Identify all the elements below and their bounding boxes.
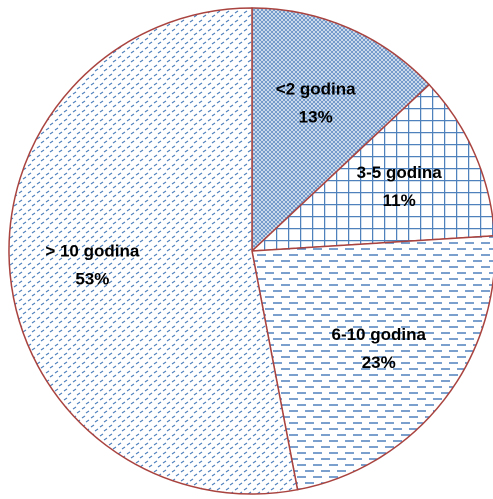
slice-label: 6-10 godina bbox=[331, 325, 426, 344]
value-label: 53% bbox=[75, 270, 109, 289]
pie-slice bbox=[249, 83, 493, 252]
slice-label: 3-5 godina bbox=[357, 163, 443, 182]
pie-slice bbox=[251, 235, 493, 491]
value-label: 23% bbox=[362, 353, 396, 372]
value-label: 11% bbox=[383, 191, 416, 210]
slice-label: > 10 godina bbox=[45, 242, 140, 261]
pie-slice bbox=[8, 7, 299, 495]
pie-slice bbox=[251, 7, 431, 253]
value-label: 13% bbox=[299, 107, 333, 126]
slice-label: <2 godina bbox=[276, 79, 356, 98]
